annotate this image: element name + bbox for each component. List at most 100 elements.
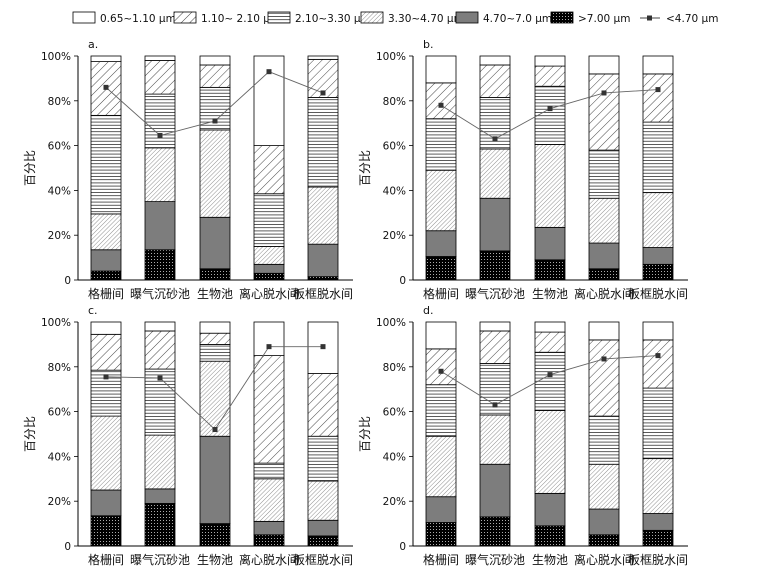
bar-segment-2 — [534, 410, 566, 494]
y-tick-label: 100% — [41, 317, 71, 329]
bar-segment-0 — [307, 535, 339, 547]
bar-segment-2 — [253, 478, 285, 522]
bar-segment-0 — [642, 263, 674, 281]
bar-stack-2 — [199, 55, 231, 281]
bar-stack-1 — [144, 321, 176, 547]
y-tick-label: 20% — [383, 230, 406, 242]
bar-stack-1 — [479, 321, 511, 547]
line-point-2 — [212, 427, 218, 433]
line-point-0 — [103, 374, 109, 380]
bar-segment-5 — [90, 321, 122, 335]
bar-stack-2 — [534, 321, 566, 547]
line-point-2 — [212, 118, 218, 124]
line-point-3 — [266, 344, 272, 350]
line-point-4 — [320, 90, 326, 96]
y-tick-label: 20% — [48, 230, 71, 242]
bar-segment-2 — [90, 415, 122, 491]
bar-segment-0 — [90, 270, 122, 281]
bar-segment-4 — [199, 64, 231, 88]
legend-label: >7.00 μm — [578, 13, 630, 25]
bar-segment-5 — [588, 55, 620, 75]
bar-segment-1 — [588, 508, 620, 536]
bar-segment-0 — [588, 268, 620, 281]
x-tick-label: 生物池 — [532, 287, 568, 301]
bar-segment-1 — [199, 216, 231, 270]
legend-label: <4.70 μm — [666, 13, 718, 25]
line-point-1 — [492, 402, 498, 408]
y-tick-label: 0 — [399, 541, 406, 553]
legend-item-line: <4.70 μm — [640, 13, 718, 25]
bar-segment-1 — [144, 201, 176, 251]
bar-stack-3 — [588, 321, 620, 547]
bar-segment-1 — [90, 249, 122, 272]
bar-segment-3 — [90, 114, 122, 215]
line-point-1 — [157, 133, 163, 139]
legend-label: 1.10~ 2.10 μm — [201, 13, 280, 25]
y-tick-label: 0 — [399, 275, 406, 287]
bar-stack-0 — [425, 55, 457, 281]
line-point-1 — [157, 375, 163, 381]
chart-panel-a: 0 20% 40% 60% 80% 100% 百分比 a. 格栅间 曝气沉砂池 生物池 离心脱水间板框… — [23, 38, 353, 301]
bar-segment-0 — [307, 276, 339, 281]
bar-segment-3 — [425, 118, 457, 171]
legend-item-s1: 0.65~1.10 μm — [72, 11, 176, 25]
line-point-3 — [601, 90, 607, 96]
bar-segment-0 — [588, 534, 620, 547]
x-tick-label: 离心脱水间 — [239, 286, 299, 301]
bar-segment-3 — [588, 149, 620, 199]
legend-swatch — [550, 11, 574, 24]
panel-label: b. — [423, 38, 433, 51]
legend: 0.65~1.10 μm 1.10~ 2.10 μm 2.10~3.30 μm 3.3… — [72, 11, 718, 25]
y-tick-label: 40% — [48, 451, 71, 463]
y-axis-label: 百分比 — [358, 416, 372, 452]
legend-swatch — [72, 11, 96, 24]
x-tick-label: 格栅间 — [423, 552, 459, 567]
bar-segment-2 — [144, 434, 176, 490]
bar-segment-4 — [642, 73, 674, 123]
bar-segment-1 — [588, 242, 620, 270]
bar-stack-4 — [642, 321, 674, 547]
bar-segment-3 — [534, 351, 566, 411]
line-point-2 — [547, 106, 553, 112]
x-tick-label: 曝气沉砂池 — [465, 286, 525, 301]
bar-segment-4 — [144, 60, 176, 95]
legend-item-s5: 4.70~7.0 μm — [455, 11, 552, 25]
bar-stack-1 — [479, 55, 511, 281]
bar-stack-4 — [307, 55, 339, 281]
bar-segment-2 — [534, 144, 566, 228]
legend-swatch-marker — [647, 15, 652, 21]
bar-segment-4 — [307, 373, 339, 437]
legend-swatch — [455, 11, 479, 24]
bar-stack-3 — [253, 321, 285, 547]
legend-swatch — [173, 11, 197, 24]
bar-segment-2 — [144, 147, 176, 202]
bar-segment-0 — [199, 268, 231, 281]
y-tick-label: 100% — [376, 317, 406, 329]
line-point-2 — [547, 372, 553, 378]
chart-panel-b: 0 20% 40% 60% 80% 100% 百分比 b. 格栅间 曝气沉砂池 生物池 离心脱水间板框… — [358, 38, 688, 301]
bar-segment-4 — [534, 331, 566, 353]
x-tick-label: 板框脱水间 — [628, 286, 688, 301]
bar-segment-2 — [253, 245, 285, 265]
bar-segment-4 — [588, 339, 620, 417]
bar-stack-4 — [642, 55, 674, 281]
bar-segment-4 — [425, 348, 457, 386]
bar-stack-3 — [588, 55, 620, 281]
bar-segment-1 — [144, 488, 176, 504]
bar-segment-5 — [90, 55, 122, 62]
bar-segment-4 — [199, 332, 231, 345]
y-tick-label: 20% — [383, 496, 406, 508]
line-point-4 — [655, 87, 661, 93]
bar-segment-1 — [642, 513, 674, 531]
bar-stack-2 — [199, 321, 231, 547]
legend-label: 0.65~1.10 μm — [100, 13, 176, 25]
legend-label: 2.10~3.30 μm — [295, 13, 371, 25]
bar-segment-3 — [199, 343, 231, 362]
y-tick-label: 20% — [48, 496, 71, 508]
bar-segment-1 — [90, 489, 122, 517]
bar-segment-1 — [307, 519, 339, 537]
bar-segment-5 — [534, 321, 566, 333]
line-point-3 — [266, 69, 272, 75]
x-tick-label: 曝气沉砂池 — [130, 552, 190, 567]
x-tick-label: 格栅间 — [88, 552, 124, 567]
